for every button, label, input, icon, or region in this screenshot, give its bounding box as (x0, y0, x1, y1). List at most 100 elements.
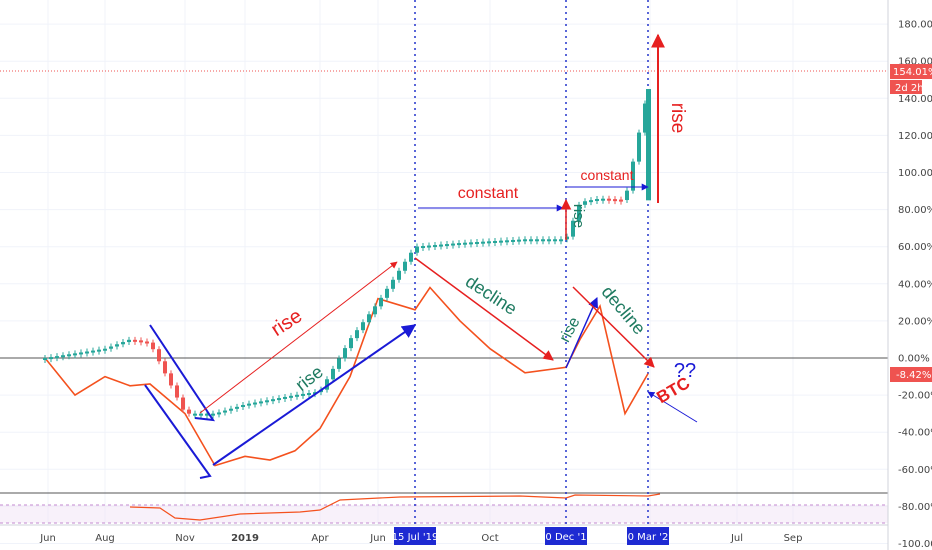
y-tick-label: 60.00% (898, 242, 932, 253)
candle (625, 190, 629, 201)
candle (271, 399, 275, 402)
candle (637, 132, 641, 162)
candle (601, 198, 605, 201)
candle (301, 393, 305, 396)
candle (415, 246, 419, 253)
red-decline-arrow (414, 257, 554, 361)
candle (127, 339, 131, 343)
candle (211, 413, 215, 416)
x-highlight-label: 30 Mar '20 (621, 532, 674, 543)
y-tick-label: 160.00% (898, 57, 932, 68)
candle (553, 239, 557, 242)
blue-down-arrow (149, 324, 216, 422)
candle (379, 297, 383, 307)
candle (397, 270, 401, 280)
current-price-bg (890, 64, 932, 79)
candle (241, 404, 245, 407)
candle (607, 198, 611, 201)
candle (547, 239, 551, 242)
candle-final (646, 89, 651, 201)
candle (235, 406, 239, 409)
candle (433, 245, 437, 248)
y-tick-label: 100.00% (898, 168, 932, 179)
x-highlight-label: 30 Dec '19 (539, 532, 593, 543)
candle (49, 357, 53, 360)
y-tick-label: 20.00% (898, 316, 932, 327)
candle (595, 199, 599, 202)
current-price-label: 154.01% (893, 67, 932, 78)
candle (79, 352, 83, 355)
candle (97, 349, 101, 352)
candle (61, 355, 65, 358)
candle (187, 409, 191, 414)
candle (565, 236, 569, 240)
btc-line (44, 286, 649, 467)
candle (427, 245, 431, 248)
candle (181, 397, 185, 410)
candle (631, 161, 635, 191)
candle (175, 385, 179, 398)
btc-series (44, 286, 649, 467)
y-tick-label: 40.00% (898, 279, 932, 290)
btc-pointer-arrow (647, 391, 698, 423)
y-tick-label: 80.00% (898, 205, 932, 216)
candle (475, 242, 479, 245)
candle (103, 348, 107, 351)
indicator-band (0, 505, 888, 523)
price-labels: 154.01% 2d 2h -8.42% (890, 64, 932, 382)
candle (223, 410, 227, 413)
x-tick-label: Jun (39, 533, 56, 544)
y-axis: 180.00% 160.00% 140.00% 120.00% 100.00% 80.00… (887, 0, 932, 550)
x-highlight-bg (545, 527, 587, 545)
candle (373, 306, 377, 315)
annotation-label: decline (462, 271, 521, 319)
candle (343, 348, 347, 359)
candle (247, 403, 251, 406)
candle (589, 200, 593, 203)
candle (619, 199, 623, 202)
candle (523, 239, 527, 242)
candle (439, 244, 443, 247)
candle (583, 201, 587, 205)
candle (67, 354, 71, 357)
candle (361, 322, 365, 331)
candle (367, 314, 371, 323)
event-lines (414, 0, 649, 525)
y-tick-label: 140.00% (898, 94, 932, 105)
candle (385, 288, 389, 298)
x-axis: JunAugNov2019AprJunOctAprJulSep15 Jul '1… (0, 524, 888, 545)
candle (409, 252, 413, 262)
candle (469, 242, 473, 245)
candle (643, 103, 647, 133)
x-tick-label: 2019 (231, 533, 259, 544)
x-highlight-label: 15 Jul '19 (392, 532, 439, 543)
candle (205, 413, 209, 416)
candle (505, 240, 509, 243)
x-tick-label: Nov (175, 533, 195, 544)
x-tick-label: Oct (481, 533, 498, 544)
candle (259, 401, 263, 404)
y-tick-label: -80.00% (898, 502, 932, 513)
candle (253, 402, 257, 405)
y-tick-label: -40.00% (898, 428, 932, 439)
candle (133, 339, 137, 342)
candle (73, 353, 77, 356)
y-tick-label: -100.00% (898, 539, 932, 550)
candle (445, 244, 449, 247)
y-tick-label: 0.00% (898, 354, 930, 365)
candle (265, 400, 269, 403)
countdown-bg (890, 80, 922, 94)
candle (277, 398, 281, 401)
candle (511, 239, 515, 242)
annotation-label: constant (458, 185, 519, 202)
countdown-label: 2d 2h (895, 83, 924, 94)
trend-arrows (144, 33, 698, 479)
candle-series (43, 89, 651, 419)
blue-rise-arrow (565, 297, 598, 369)
candle (535, 239, 539, 242)
annotation-label: ?? (674, 360, 696, 382)
annotation-label: rise (667, 103, 688, 134)
indicator-line (129, 493, 661, 521)
candle (229, 408, 233, 411)
candle (157, 349, 161, 362)
